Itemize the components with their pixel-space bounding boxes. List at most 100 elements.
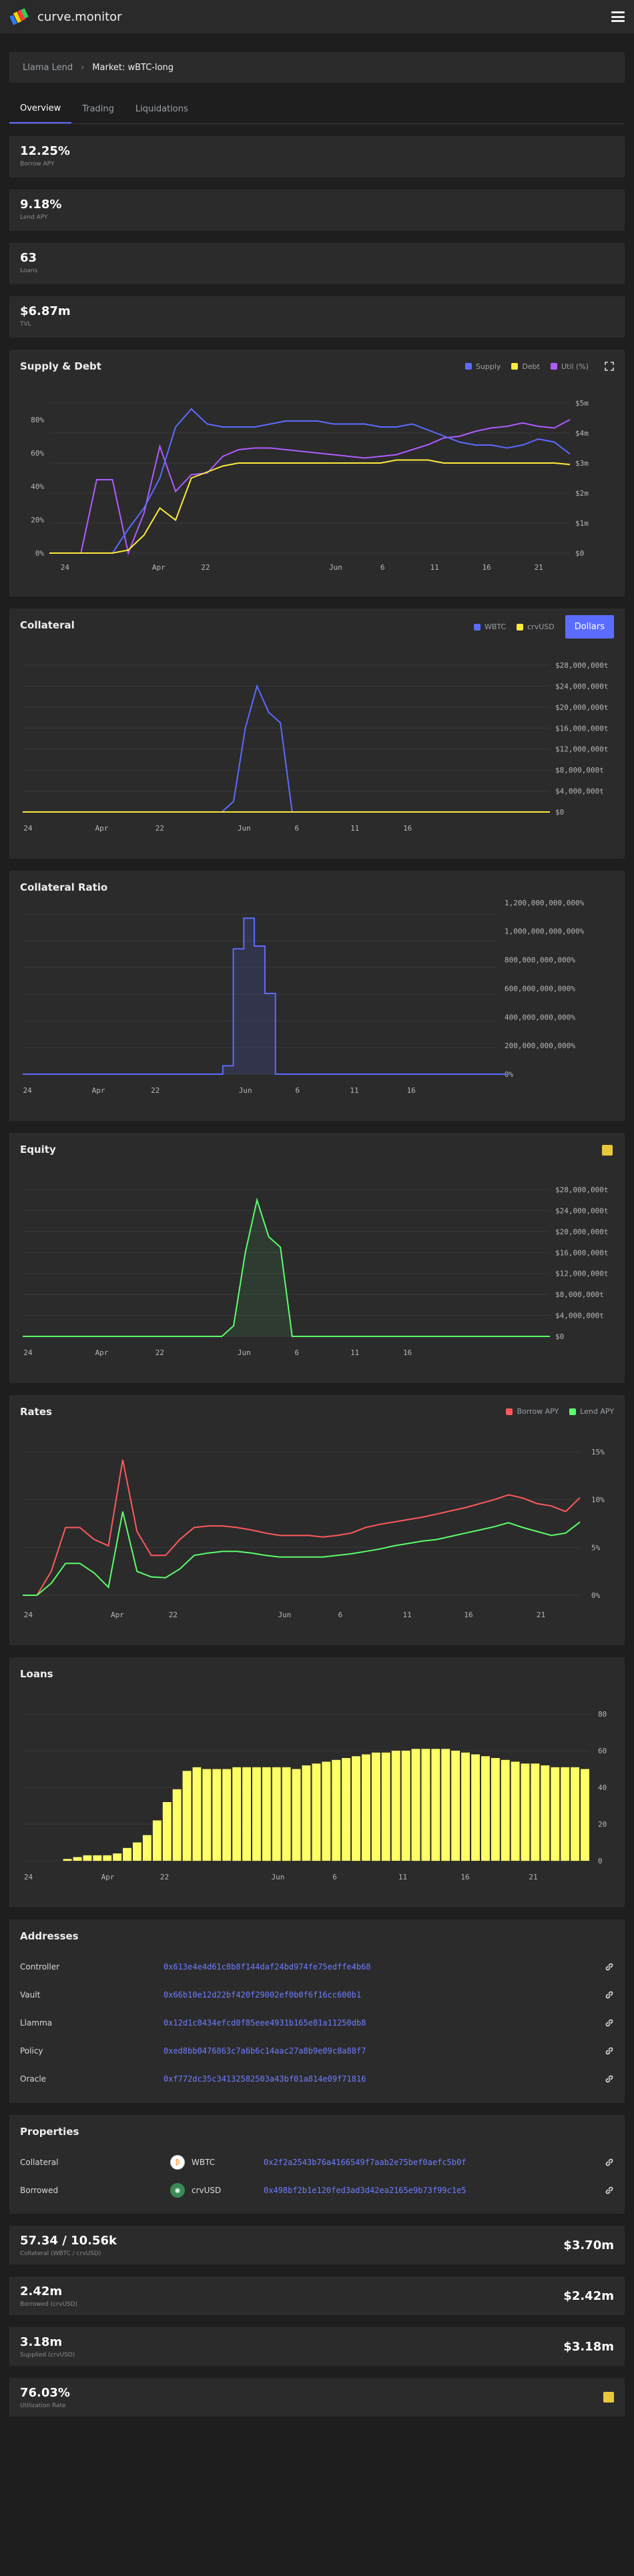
x-tick-label: 22 xyxy=(169,1611,178,1619)
summary-usd: $3.18m xyxy=(563,2339,614,2354)
y-tick-label: $2m xyxy=(575,489,589,498)
x-tick-label: Apr xyxy=(95,1348,109,1357)
y-tick-label: $1m xyxy=(575,519,589,528)
chart-legend: Borrow APY Lend APY xyxy=(506,1407,614,1416)
loan-bar xyxy=(551,1767,560,1861)
equity-line xyxy=(23,1197,550,1337)
address-link[interactable]: 0xed8bb0476863c7a6b6c14aac27a8b9e09c8a88… xyxy=(164,2046,366,2056)
legend-label: Util (%) xyxy=(561,362,589,371)
brand[interactable]: curve.monitor xyxy=(9,6,122,27)
x-tick-label: 6 xyxy=(294,1348,299,1357)
loan-bar xyxy=(571,1767,580,1861)
loan-bar xyxy=(262,1767,271,1861)
loan-bar xyxy=(461,1752,470,1861)
y-tick-label: $3m xyxy=(575,459,589,468)
token-name: crvUSD xyxy=(192,2186,222,2195)
equity-chart: $0 $4,000,000t $8,000,000t $12,000,000t $16,… xyxy=(23,1186,608,1357)
summary-value: 2.42m xyxy=(20,2284,63,2298)
address-key: Llamma xyxy=(20,2018,53,2028)
x-tick-label: 16 xyxy=(464,1611,472,1619)
kpi-loans: 63 Loans xyxy=(9,243,625,284)
utilization-icon[interactable] xyxy=(603,2392,614,2403)
y-tick-label: 60 xyxy=(598,1747,607,1755)
address-link[interactable]: 0x66b10e12d22bf420f29002ef0b0f6f16cc600b… xyxy=(164,1990,362,2000)
external-link-icon[interactable] xyxy=(605,2158,614,2167)
address-key: Oracle xyxy=(20,2074,47,2084)
tab-trading[interactable]: Trading xyxy=(82,104,114,114)
x-tick-label: Apr xyxy=(92,1086,105,1095)
dollars-toggle-button[interactable]: Dollars xyxy=(565,615,614,638)
breadcrumb-root[interactable]: Llama Lend xyxy=(23,62,73,73)
property-key: Collateral xyxy=(20,2158,59,2167)
y-tick-label: $20,000,000t xyxy=(555,1228,608,1236)
external-link-icon[interactable] xyxy=(605,1962,614,1972)
y-tick-label: $28,000,000t xyxy=(555,661,608,670)
legend-label: Lend APY xyxy=(580,1407,614,1416)
legend-lend-apy[interactable]: Lend APY xyxy=(569,1407,614,1416)
summary-value: 57.34 / 10.56k xyxy=(20,2233,117,2248)
loan-bar xyxy=(451,1751,460,1861)
y-tick-label: 0% xyxy=(591,1591,601,1600)
x-tick-label: Apr xyxy=(111,1611,124,1619)
fullscreen-icon[interactable] xyxy=(605,362,614,371)
address-link[interactable]: 0xf772dc35c34132582503a43bf01a814e09f718… xyxy=(164,2074,366,2084)
external-link-icon[interactable] xyxy=(605,2074,614,2084)
chart-title: Loans xyxy=(20,1668,53,1680)
legend-debt[interactable]: Debt xyxy=(511,362,540,371)
address-row-llamma: Llamma 0x12d1c8434efcd0f85eee4931b165e81a… xyxy=(9,2009,625,2037)
address-link[interactable]: 0x613e4e4d61c8b8f144daf24bd974fe75edffe4… xyxy=(164,1962,371,1972)
y-tick-label: $20,000,000t xyxy=(555,703,608,712)
theme-icon[interactable] xyxy=(602,1145,613,1156)
loan-bar xyxy=(381,1752,390,1861)
legend-crvusd[interactable]: crvUSD xyxy=(517,622,555,631)
legend-wbtc[interactable]: WBTC xyxy=(473,622,506,631)
hamburger-menu-icon[interactable] xyxy=(611,11,625,22)
summary-value: 3.18m xyxy=(20,2334,63,2349)
tab-liquidations[interactable]: Liquidations xyxy=(135,104,188,114)
summary-borrowed: 2.42m Borrowed (crvUSD) $2.42m xyxy=(9,2276,625,2315)
collateral-ratio-area xyxy=(23,918,507,1074)
x-tick-label: 6 xyxy=(338,1611,343,1619)
y-tick-label: 15% xyxy=(591,1448,605,1456)
legend-util[interactable]: Util (%) xyxy=(550,362,589,371)
external-link-icon[interactable] xyxy=(605,1990,614,2000)
loan-bar xyxy=(401,1751,410,1861)
token-name: WBTC xyxy=(192,2158,216,2167)
loan-bar xyxy=(431,1749,440,1861)
y-tick-label: 1,200,000,000,000% xyxy=(505,899,585,907)
external-link-icon[interactable] xyxy=(605,2186,614,2195)
address-link[interactable]: 0x12d1c8434efcd0f85eee4931b165e81a11250d… xyxy=(164,2018,366,2028)
chart-title: Equity xyxy=(20,1144,56,1156)
property-row-collateral: Collateral ₿ WBTC 0x2f2a2543b76a4166549f7… xyxy=(9,2148,625,2176)
chart-legend: Supply Debt Util (%) xyxy=(464,362,614,371)
y-tick-label: 60% xyxy=(31,449,44,458)
summary-label: Supplied (crvUSD) xyxy=(20,2351,75,2358)
token-address-link[interactable]: 0x498bf2b1e120fed3ad3d42ea2165e9b73f99c1… xyxy=(264,2186,466,2195)
external-link-icon[interactable] xyxy=(605,2018,614,2028)
x-tick-label: 24 xyxy=(24,1611,33,1619)
x-tick-label: 6 xyxy=(294,824,299,833)
loan-bar xyxy=(272,1767,281,1861)
borrow-apy-line xyxy=(23,1459,581,1596)
tab-bar: Overview Trading Liquidations xyxy=(9,95,625,124)
legend-supply[interactable]: Supply xyxy=(464,362,501,371)
tab-overview[interactable]: Overview xyxy=(9,95,72,123)
debt-line xyxy=(49,459,571,554)
loan-bar xyxy=(511,1761,520,1861)
x-tick-label: 24 xyxy=(23,1348,33,1357)
y-tick-label: $28,000,000t xyxy=(555,1186,608,1194)
loan-bar xyxy=(332,1759,341,1861)
x-tick-label: 11 xyxy=(350,824,359,833)
x-tick-label: 21 xyxy=(537,1611,545,1619)
loan-bar xyxy=(501,1759,510,1861)
loan-bar xyxy=(83,1855,92,1861)
wbtc-icon: ₿ xyxy=(170,2155,185,2170)
loan-bar xyxy=(302,1765,311,1861)
top-bar: curve.monitor xyxy=(0,0,634,33)
x-tick-label: 16 xyxy=(403,824,412,833)
address-key: Controller xyxy=(20,1962,60,1972)
token-address-link[interactable]: 0x2f2a2543b76a4166549f7aab2e75bef0aefc5b… xyxy=(264,2158,466,2167)
external-link-icon[interactable] xyxy=(605,2046,614,2056)
legend-label: Supply xyxy=(475,362,501,371)
legend-borrow-apy[interactable]: Borrow APY xyxy=(506,1407,559,1416)
